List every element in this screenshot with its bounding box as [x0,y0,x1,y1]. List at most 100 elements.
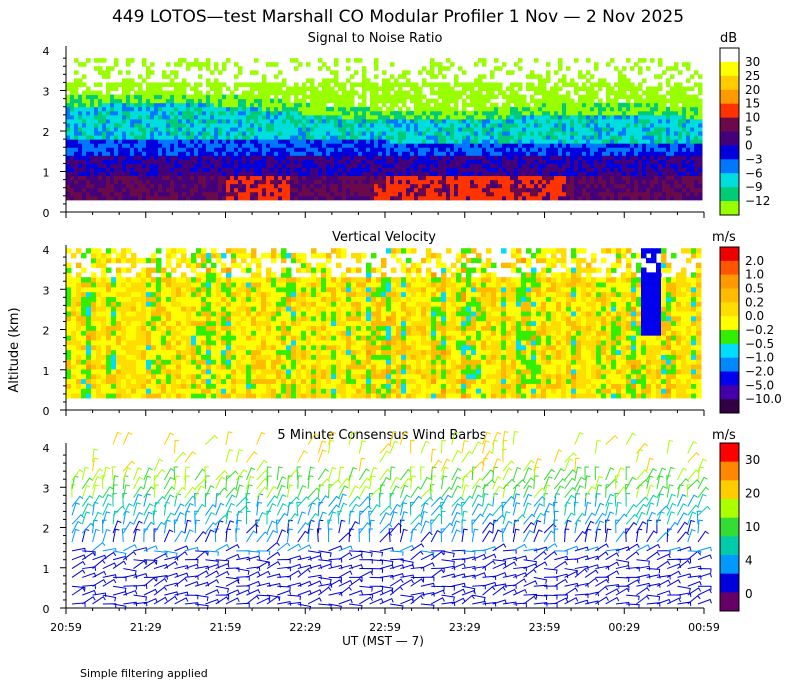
snr-cell [446,147,451,152]
snr-cell [322,175,327,181]
snr-cell [174,155,179,160]
velocity-cell [66,364,72,370]
snr-cell [182,195,187,201]
velocity-cell [111,383,117,389]
snr-cell [538,135,543,140]
snr-cell [70,126,75,132]
snr-cell [430,183,435,189]
snr-cell [690,179,695,185]
snr-cell [290,151,295,156]
snr-cell [146,151,151,156]
snr-cell [498,131,503,136]
snr-cell [306,94,311,100]
snr-cell [314,86,319,92]
snr-cell [670,155,675,160]
snr-cell [218,191,223,197]
snr-cell [174,163,179,168]
snr-cell [266,62,271,67]
snr-cell [210,126,215,132]
snr-cell [418,175,423,181]
snr-cell [582,110,587,116]
snr-cell [474,110,479,116]
snr-cell [594,66,599,71]
snr-cell [362,86,367,92]
snr-cell [678,82,683,87]
snr-cell [638,187,643,193]
velocity-cell [86,344,92,351]
snr-cell [234,139,239,144]
snr-cell [550,191,555,197]
snr-cell [642,139,647,144]
snr-cell [326,159,331,164]
snr-cell [298,195,303,201]
snr-cell [390,163,395,168]
snr-cell [198,90,203,96]
snr-cell [270,102,275,108]
snr-cell [522,139,527,144]
velocity-cell [91,282,97,288]
snr-cell [222,143,227,148]
snr-cell [394,143,399,148]
snr-cell [82,110,87,116]
snr-cell [430,147,435,152]
snr-cell [538,86,543,92]
snr-cell [314,191,319,197]
snr-cell [338,151,343,156]
snr-cell [618,86,623,92]
snr-cell [594,187,599,193]
snr-cell [94,82,99,87]
snr-cell [646,122,651,128]
snr-cell [510,163,515,168]
snr-cell [278,98,283,104]
snr-cell [138,139,143,144]
snr-cell [578,70,583,75]
velocity-cell [71,393,77,399]
snr-cell [622,106,627,112]
snr-cell [610,90,615,96]
snr-cell [138,191,143,197]
snr-cell [214,183,219,189]
snr-cell [350,90,355,96]
snr-cell [274,183,279,189]
snr-cell [190,126,195,132]
snr-cell [322,82,327,87]
snr-cell [582,183,587,189]
snr-cell [570,126,575,132]
velocity-cell [91,368,97,375]
snr-cell [486,171,491,177]
snr-cell [582,171,587,177]
snr-cell [70,183,75,189]
snr-cell [506,191,511,197]
snr-cell [418,179,423,185]
snr-cell [570,135,575,140]
snr-cell [538,195,543,201]
snr-cell [286,147,291,152]
snr-cell [154,102,159,108]
snr-cell [386,110,391,116]
velocity-cell [86,296,92,302]
snr-cell [454,74,459,79]
snr-cell [562,187,567,193]
snr-cell [394,155,399,160]
snr-cell [246,155,251,160]
snr-cell [590,122,595,128]
snr-cell [258,163,263,168]
snr-cell [122,126,127,132]
velocity-cell [66,286,72,293]
snr-cell [266,159,271,164]
snr-cell [186,82,191,87]
snr-cell [134,118,139,124]
snr-cell [558,151,563,156]
snr-cell [618,147,623,152]
snr-cell [454,122,459,128]
snr-heatmap [66,58,703,201]
snr-cell [470,179,475,185]
snr-cell [290,191,295,197]
snr-cell [374,126,379,132]
snr-cell [542,139,547,144]
snr-cell [74,110,79,116]
snr-cell [178,191,183,197]
snr-cell [250,171,255,177]
snr-cell [146,118,151,124]
snr-cell [438,62,443,67]
